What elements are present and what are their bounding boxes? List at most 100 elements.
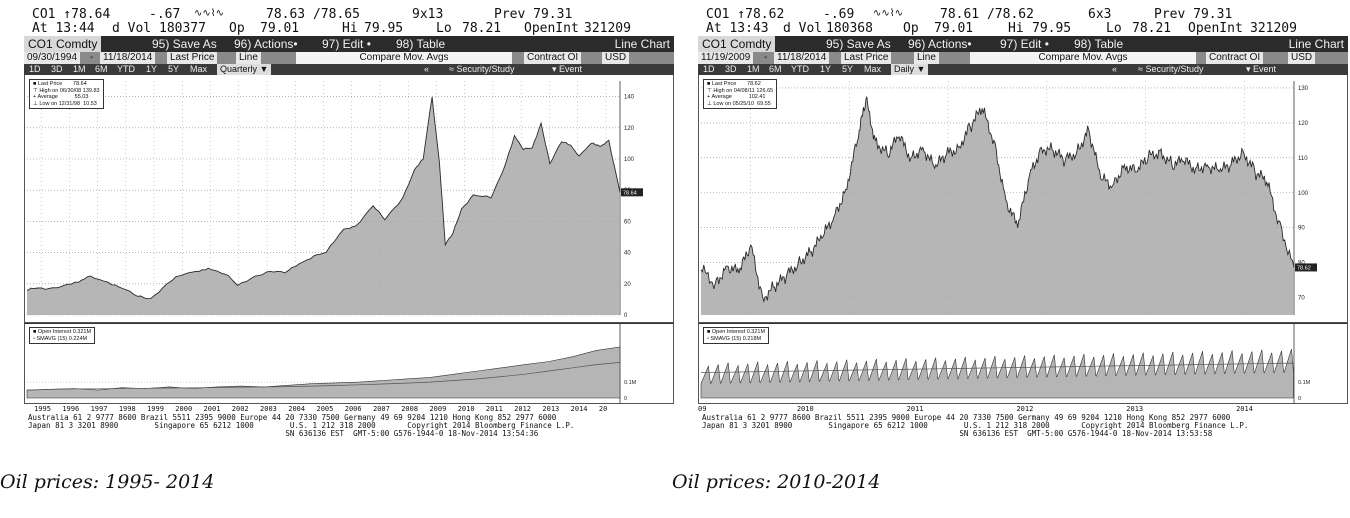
range-ytd[interactable]: YTD	[117, 64, 135, 74]
last-price-tag	[1295, 263, 1317, 272]
range-1m[interactable]: 1M	[747, 64, 760, 74]
oi-tick-label: 0.1M	[1298, 380, 1311, 386]
smavg-line	[26, 362, 621, 391]
save-as-button[interactable]: 95) Save As	[826, 37, 891, 51]
prev-close: Prev 79.31	[1154, 7, 1233, 22]
sparkline-icon: ∿∿⌇∿	[194, 8, 225, 19]
start-date-input[interactable]: 09/30/1994	[24, 52, 81, 64]
low-label: Lo	[436, 21, 452, 36]
security-study-label: Security/Study	[1145, 64, 1204, 74]
x-tick-label: 2003	[260, 405, 277, 413]
edit-menu[interactable]: 97) Edit •	[1000, 37, 1049, 51]
field-select[interactable]: Last Price	[841, 52, 892, 64]
range-3d[interactable]: 3D	[725, 64, 737, 74]
quote-header: CO1 ↑78.62 -.69 ∿∿⌇∿ 78.61 /78.62 6x3 Pr…	[698, 6, 1348, 36]
end-date-input[interactable]: 11/18/2014	[774, 52, 830, 64]
legend-avg: + Average 55.03	[33, 94, 89, 100]
range-5y[interactable]: 5Y	[842, 64, 854, 74]
range-max[interactable]: Max	[190, 64, 208, 74]
controls-bar: 11/19/2009 - 11/18/2014 Last Price Line …	[698, 52, 1348, 64]
price-chart: 70809010011012013078.62 ■ Last Price 78.…	[698, 75, 1348, 323]
range-1y[interactable]: 1Y	[820, 64, 832, 74]
chart-panel-right: CO1 ↑78.62 -.69 ∿∿⌇∿ 78.61 /78.62 6x3 Pr…	[698, 6, 1348, 461]
quote-header: CO1 ↑78.64 -.67 ∿∿⌇∿ 78.63 /78.65 9x13 P…	[24, 6, 674, 36]
edit-menu[interactable]: 97) Edit •	[322, 37, 371, 51]
chart-panel-left: CO1 ↑78.64 -.67 ∿∿⌇∿ 78.63 /78.65 9x13 P…	[24, 6, 674, 461]
range-5y[interactable]: 5Y	[168, 64, 180, 74]
range-6m[interactable]: 6M	[769, 64, 782, 74]
range-1d[interactable]: 1D	[703, 64, 715, 74]
y-tick-label: 0	[624, 313, 628, 319]
x-tick-label: 2002	[231, 405, 249, 413]
volume-value: 180368	[826, 21, 873, 36]
field-select[interactable]: Last Price	[167, 52, 218, 64]
volume-label: d Vol	[783, 21, 823, 36]
x-tick-label: 1995	[34, 405, 51, 413]
x-tick-label: 2010	[796, 405, 814, 413]
range-max[interactable]: Max	[864, 64, 882, 74]
end-date-input[interactable]: 11/18/2014	[100, 52, 156, 64]
legend-low: ⊥ Low on 05/25/10 69.55	[707, 100, 771, 107]
event-button[interactable]: ▾ Event	[1246, 64, 1276, 75]
oi-tick-label: 0	[624, 396, 627, 402]
legend-high: ⊤ High on 04/08/11 126.65	[707, 87, 774, 94]
open-interest-chart: 0.1M 0 ■ Open Interest 0.321M ▫ SMAVG (15…	[698, 323, 1348, 404]
save-as-button[interactable]: 95) Save As	[152, 37, 217, 51]
compare-mov-avgs[interactable]: Compare Mov. Avgs	[296, 52, 512, 64]
ticker-field[interactable]: CO1 Comdty	[698, 36, 776, 52]
open-label: Op	[903, 21, 919, 36]
collapse-icon[interactable]: «	[424, 64, 430, 74]
openint-label: OpenInt	[524, 21, 579, 36]
range-bar: 1D 3D 1M 6M YTD 1Y 5Y Max Daily ▼ « ≈ Se…	[698, 64, 1348, 75]
controls-bar: 09/30/1994 - 11/18/2014 Last Price Line …	[24, 52, 674, 64]
range-ytd[interactable]: YTD	[791, 64, 809, 74]
footer-text: Australia 61 2 9777 8600 Brazil 5511 239…	[702, 413, 1249, 438]
security-study-button[interactable]: ≈ Security/Study	[1138, 64, 1203, 75]
contract-select[interactable]: Contract OI	[524, 52, 582, 64]
compare-mov-avgs[interactable]: Compare Mov. Avgs	[970, 52, 1196, 64]
security-study-button[interactable]: ≈ Security/Study	[449, 64, 514, 75]
x-tick-label: 2010	[457, 405, 475, 413]
open-interest-svg: 0.1M 0	[700, 324, 1311, 403]
range-3d[interactable]: 3D	[51, 64, 63, 74]
range-6m[interactable]: 6M	[95, 64, 108, 74]
collapse-icon[interactable]: «	[1112, 64, 1118, 74]
table-button[interactable]: 98) Table	[396, 37, 446, 51]
x-tick-label: 2014	[1236, 405, 1253, 413]
ticker-last: CO1 ↑78.64	[32, 7, 111, 22]
quote-time: At 13:43	[706, 21, 769, 36]
low-value: 78.21	[1132, 21, 1172, 36]
sparkline-icon: ∿∿⌇∿	[873, 8, 904, 19]
x-tick-label: 2005	[316, 405, 334, 413]
style-select[interactable]: Line	[914, 52, 939, 64]
y-tick-label: 90	[1298, 226, 1305, 232]
currency-select[interactable]: USD	[1288, 52, 1316, 64]
open-interest-svg: 0.1M 0	[26, 324, 637, 403]
high-value: 79.95	[1032, 21, 1072, 36]
style-select[interactable]: Line	[236, 52, 261, 64]
x-tick-label: 2012	[514, 405, 532, 413]
chart-type-label: Line Chart	[614, 37, 670, 51]
x-tick-label: 2011	[906, 405, 924, 413]
start-date-input[interactable]: 11/19/2009	[698, 52, 754, 64]
range-1d[interactable]: 1D	[29, 64, 41, 74]
table-button[interactable]: 98) Table	[1074, 37, 1124, 51]
y-tick-label: 120	[1298, 121, 1309, 127]
event-button[interactable]: ▾ Event	[552, 64, 582, 75]
open-interest-area	[26, 346, 621, 399]
ticker-field[interactable]: CO1 Comdty	[24, 36, 102, 52]
study-icon: ≈	[1138, 64, 1146, 74]
currency-select[interactable]: USD	[602, 52, 630, 64]
y-tick-label: 100	[624, 157, 635, 163]
menu-bar: CO1 Comdty 95) Save As 96) Actions• 97) …	[24, 36, 674, 52]
contract-select[interactable]: Contract OI	[1206, 52, 1264, 64]
range-1y[interactable]: 1Y	[146, 64, 158, 74]
period-select[interactable]: Quarterly ▼	[217, 64, 272, 75]
x-tick-label: 2013	[542, 405, 560, 413]
volume-label: d Vol	[112, 21, 152, 36]
period-select[interactable]: Daily ▼	[891, 64, 929, 75]
actions-menu[interactable]: 96) Actions•	[234, 37, 298, 51]
caption-left: Oil prices: 1995- 2014	[0, 471, 215, 493]
actions-menu[interactable]: 96) Actions•	[908, 37, 972, 51]
range-1m[interactable]: 1M	[73, 64, 86, 74]
